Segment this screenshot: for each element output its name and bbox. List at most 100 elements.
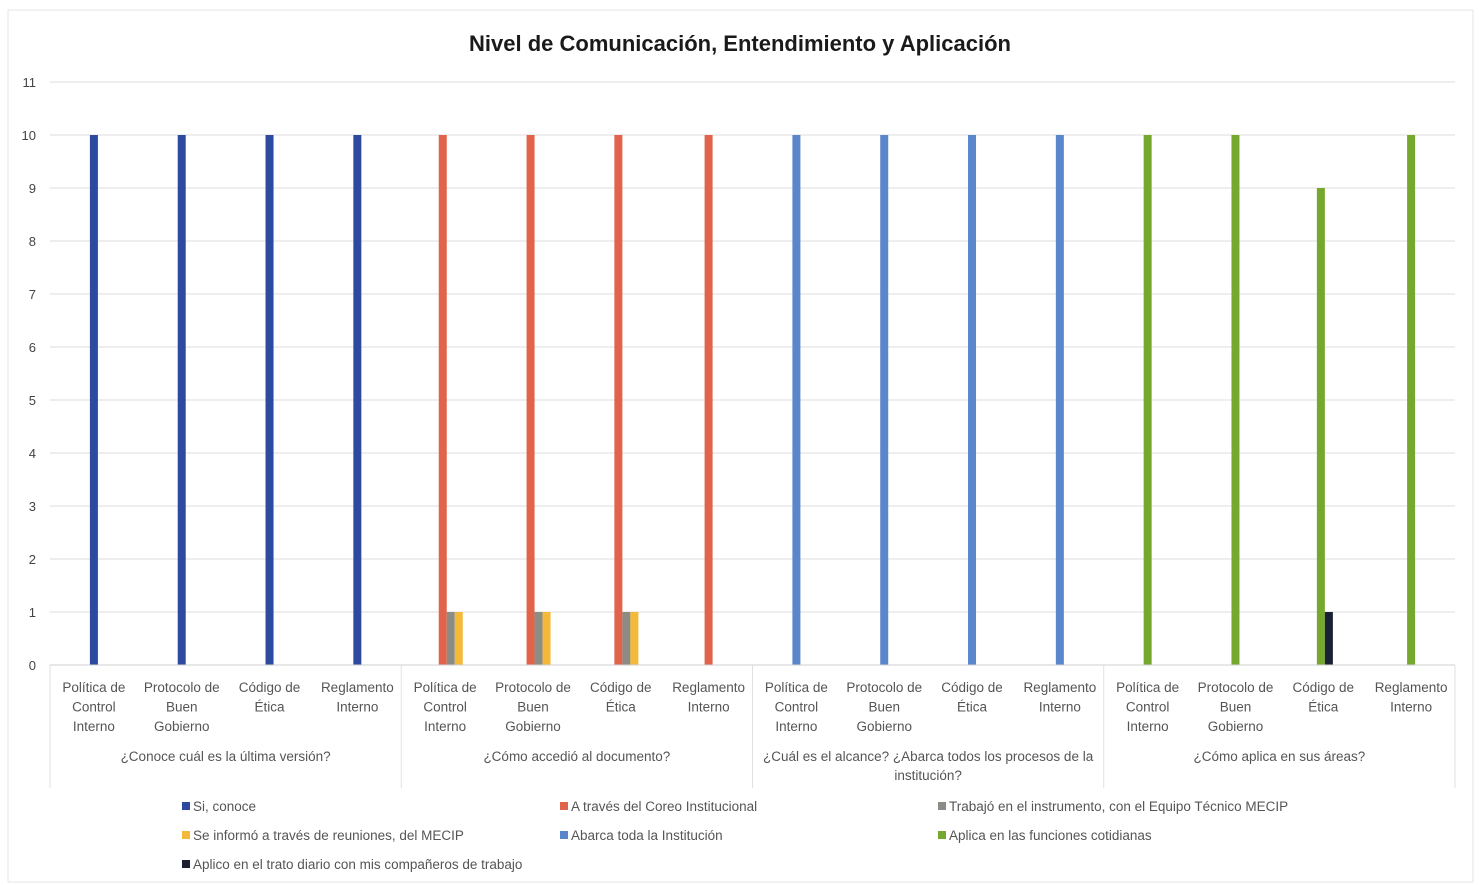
legend-swatch <box>182 802 190 810</box>
bar <box>622 612 631 665</box>
bar <box>792 135 801 665</box>
category-labels: Política de Control Interno Protocolo de Bue… <box>49 664 1456 788</box>
x-tick-label: Interno <box>1390 700 1432 715</box>
bar <box>1407 135 1416 665</box>
x-tick-label: Control <box>775 700 819 715</box>
y-tick-label: 11 <box>23 75 37 90</box>
y-tick-label: 1 <box>29 605 36 620</box>
group-label: ¿Cuál es el alcance? ¿Abarca todos los p… <box>763 749 1094 764</box>
legend-item: Si, conoce <box>182 799 256 814</box>
x-tick-label: Interno <box>1039 700 1081 715</box>
bar <box>265 135 274 665</box>
y-axis-ticks: 0 1 2 3 4 5 6 7 8 9 10 11 <box>22 75 36 673</box>
x-tick-label: Código de <box>941 680 1003 695</box>
bar <box>454 612 463 665</box>
x-tick-label: Política de <box>414 680 477 695</box>
legend-item: Trabajó en el instrumento, con el Equipo… <box>938 799 1288 814</box>
x-tick-label: Ética <box>255 700 286 715</box>
x-tick-label: Interno <box>688 700 730 715</box>
x-tick-label: Reglamento <box>321 680 394 695</box>
legend-label: Aplico en el trato diario con mis compañ… <box>193 857 522 872</box>
legend-swatch <box>182 831 190 839</box>
x-tick-label: Buen <box>868 700 900 715</box>
legend-item: Se informó a través de reuniones, del ME… <box>182 828 464 843</box>
bar <box>534 612 543 665</box>
x-tick-label: Buen <box>517 700 549 715</box>
legend-swatch <box>938 802 946 810</box>
x-tick-label: Reglamento <box>1023 680 1096 695</box>
x-tick-label: Política de <box>1116 680 1179 695</box>
legend-label: A través del Coreo Institucional <box>571 799 757 814</box>
legend-swatch <box>560 831 568 839</box>
y-tick-label: 0 <box>29 658 36 673</box>
y-tick-label: 3 <box>29 499 36 514</box>
legend-item: A través del Coreo Institucional <box>560 799 757 814</box>
x-tick-label: Ética <box>1308 700 1339 715</box>
x-tick-label: Reglamento <box>1375 680 1448 695</box>
x-tick-label: Interno <box>424 719 466 734</box>
x-tick-label: Ética <box>957 700 988 715</box>
y-tick-label: 8 <box>29 234 36 249</box>
bar <box>353 135 362 665</box>
bar <box>177 135 186 665</box>
x-tick-label: Reglamento <box>672 680 745 695</box>
x-tick-label: Interno <box>1127 719 1169 734</box>
y-tick-label: 5 <box>29 393 36 408</box>
bar <box>89 135 98 665</box>
legend-label: Trabajó en el instrumento, con el Equipo… <box>949 799 1288 814</box>
bar <box>1055 135 1064 665</box>
bar <box>704 135 713 665</box>
legend-label: Se informó a través de reuniones, del ME… <box>193 828 464 843</box>
bar <box>1143 135 1152 665</box>
x-tick-label: Gobierno <box>1208 719 1264 734</box>
group-label: institución? <box>894 768 962 783</box>
group-label: ¿Cómo accedió al documento? <box>483 749 670 764</box>
bar <box>968 135 977 665</box>
x-tick-label: Buen <box>1220 700 1252 715</box>
y-tick-label: 9 <box>29 181 36 196</box>
chart-area <box>7 9 1474 883</box>
legend-swatch <box>938 831 946 839</box>
bar <box>630 612 639 665</box>
x-tick-label: Buen <box>166 700 198 715</box>
chart-title: Nivel de Comunicación, Entendimiento y A… <box>469 31 1011 56</box>
x-tick-label: Protocolo de <box>1198 680 1274 695</box>
y-tick-label: 2 <box>29 552 36 567</box>
x-tick-label: Código de <box>239 680 301 695</box>
legend-label: Si, conoce <box>193 799 256 814</box>
y-tick-label: 10 <box>22 128 36 143</box>
legend-label: Aplica en las funciones cotidianas <box>949 828 1152 843</box>
x-tick-label: Control <box>1126 700 1170 715</box>
x-tick-label: Protocolo de <box>144 680 220 695</box>
bar <box>1324 612 1333 665</box>
x-tick-label: Código de <box>1293 680 1355 695</box>
legend-item: Abarca toda la Institución <box>560 828 723 843</box>
legend-label: Abarca toda la Institución <box>571 828 723 843</box>
bar <box>526 135 535 665</box>
bar <box>880 135 889 665</box>
legend-swatch <box>560 802 568 810</box>
x-tick-label: Gobierno <box>856 719 912 734</box>
legend: Si, conoce A través del Coreo Institucion… <box>182 799 1288 872</box>
x-tick-label: Gobierno <box>154 719 210 734</box>
x-tick-label: Política de <box>765 680 828 695</box>
bars <box>89 135 1416 665</box>
y-tick-label: 6 <box>29 340 36 355</box>
x-tick-label: Ética <box>606 700 637 715</box>
x-tick-label: Interno <box>336 700 378 715</box>
x-tick-label: Protocolo de <box>846 680 922 695</box>
y-tick-label: 4 <box>29 446 36 461</box>
bar <box>542 612 551 665</box>
x-tick-label: Control <box>72 700 116 715</box>
bar <box>1231 135 1240 665</box>
legend-item: Aplica en las funciones cotidianas <box>938 828 1152 843</box>
group-label: ¿Conoce cuál es la última versión? <box>121 749 331 764</box>
x-tick-label: Gobierno <box>505 719 561 734</box>
bar <box>446 612 455 665</box>
x-tick-label: Código de <box>590 680 652 695</box>
x-tick-label: Protocolo de <box>495 680 571 695</box>
y-tick-label: 7 <box>29 287 36 302</box>
legend-item: Aplico en el trato diario con mis compañ… <box>182 857 522 872</box>
group-label: ¿Cómo aplica en sus áreas? <box>1193 749 1365 764</box>
